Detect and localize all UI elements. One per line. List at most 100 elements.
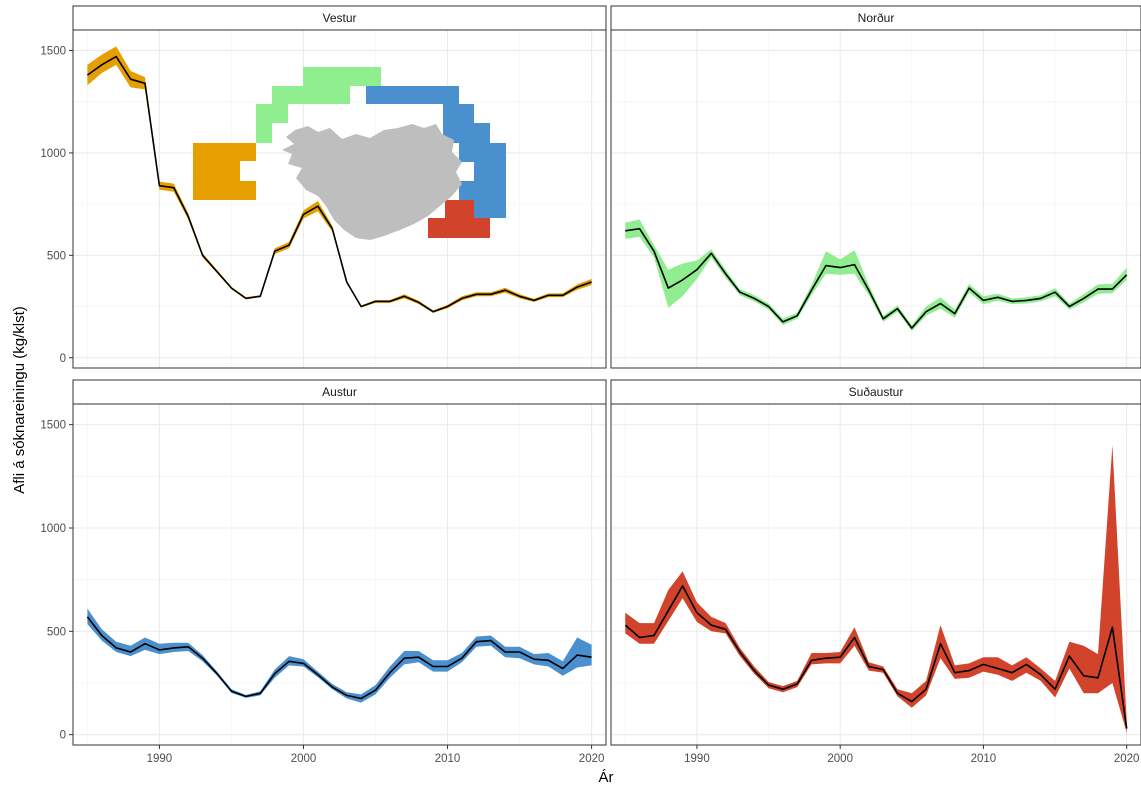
data-point (854, 264, 855, 265)
data-point (1012, 672, 1013, 673)
data-point (768, 306, 769, 307)
data-point (519, 296, 520, 297)
panel-1: Norður (610, 5, 1141, 369)
x-axis-title: Ár (599, 769, 614, 786)
confidence-band (625, 445, 1127, 733)
data-point (202, 658, 203, 659)
data-point (519, 652, 520, 653)
data-point (797, 684, 798, 685)
data-point (87, 75, 88, 76)
data-point (754, 670, 755, 671)
panel-border (72, 403, 607, 746)
data-point (303, 663, 304, 664)
data-point (1026, 300, 1027, 301)
panel-2: Austur 0 500 1000 1500 1990 2000 2010 2020 (40, 379, 607, 765)
panel-title: Suðaustur (849, 385, 904, 399)
panel-title: Norður (858, 11, 895, 25)
y-tick-label: 1000 (40, 148, 66, 160)
data-point (897, 308, 898, 309)
data-point (926, 689, 927, 690)
data-point (868, 666, 869, 667)
data-point (625, 230, 626, 231)
data-point (577, 655, 578, 656)
data-point (231, 288, 232, 289)
data-point (911, 328, 912, 329)
data-point (768, 685, 769, 686)
y-tick-label: 1500 (40, 420, 66, 432)
data-point (711, 625, 712, 626)
data-point (1069, 656, 1070, 657)
data-point (101, 64, 102, 65)
data-point (130, 79, 131, 80)
data-point (739, 292, 740, 293)
data-point (1083, 298, 1084, 299)
data-point (983, 300, 984, 301)
data-point (1098, 289, 1099, 290)
data-point (725, 273, 726, 274)
data-point (217, 673, 218, 674)
region-vestur (193, 143, 256, 200)
data-point (289, 245, 290, 246)
data-point (668, 610, 669, 611)
data-point (159, 185, 160, 186)
data-point (490, 294, 491, 295)
data-point (116, 56, 117, 57)
data-point (188, 216, 189, 217)
data-point (840, 267, 841, 268)
data-point (418, 302, 419, 303)
chart-panels: Vestur 0 500 1000 1500 Norður Austur 0 500 1000 15… (40, 5, 1141, 765)
data-point (116, 647, 117, 648)
data-point (969, 670, 970, 671)
y-tick-label: 500 (47, 626, 66, 638)
data-point (433, 311, 434, 312)
data-point (476, 294, 477, 295)
panel-0: Vestur 0 500 1000 1500 (40, 5, 607, 369)
data-point (797, 315, 798, 316)
data-point (1083, 675, 1084, 676)
data-point (654, 251, 655, 252)
panel-border (72, 29, 607, 369)
data-point (548, 295, 549, 296)
data-point (346, 695, 347, 696)
data-point (739, 652, 740, 653)
data-point (389, 301, 390, 302)
data-point (883, 318, 884, 319)
data-point (404, 658, 405, 659)
data-point (389, 672, 390, 673)
data-point (505, 290, 506, 291)
data-point (782, 321, 783, 322)
data-point (361, 698, 362, 699)
data-point (245, 298, 246, 299)
x-tick-label: 2000 (827, 753, 853, 765)
data-point (1098, 677, 1099, 678)
data-point (548, 660, 549, 661)
data-point (1112, 289, 1113, 290)
strip-background (72, 379, 607, 405)
data-point (682, 279, 683, 280)
data-point (303, 214, 304, 215)
data-point (926, 311, 927, 312)
data-point (375, 690, 376, 691)
data-point (782, 689, 783, 690)
data-point (883, 669, 884, 670)
data-point (1069, 306, 1070, 307)
data-point (825, 658, 826, 659)
data-point (940, 303, 941, 304)
data-point (668, 288, 669, 289)
data-point (868, 290, 869, 291)
data-point (969, 288, 970, 289)
data-point (682, 585, 683, 586)
data-point (260, 296, 261, 297)
data-point (591, 282, 592, 283)
x-tick-label: 2010 (971, 753, 997, 765)
panel-border (610, 29, 1141, 369)
data-point (317, 674, 318, 675)
data-point (940, 643, 941, 644)
data-point (145, 83, 146, 84)
panel-border (610, 403, 1141, 746)
data-point (159, 649, 160, 650)
y-tick-label: 0 (60, 353, 66, 365)
data-point (87, 616, 88, 617)
data-point (591, 657, 592, 658)
